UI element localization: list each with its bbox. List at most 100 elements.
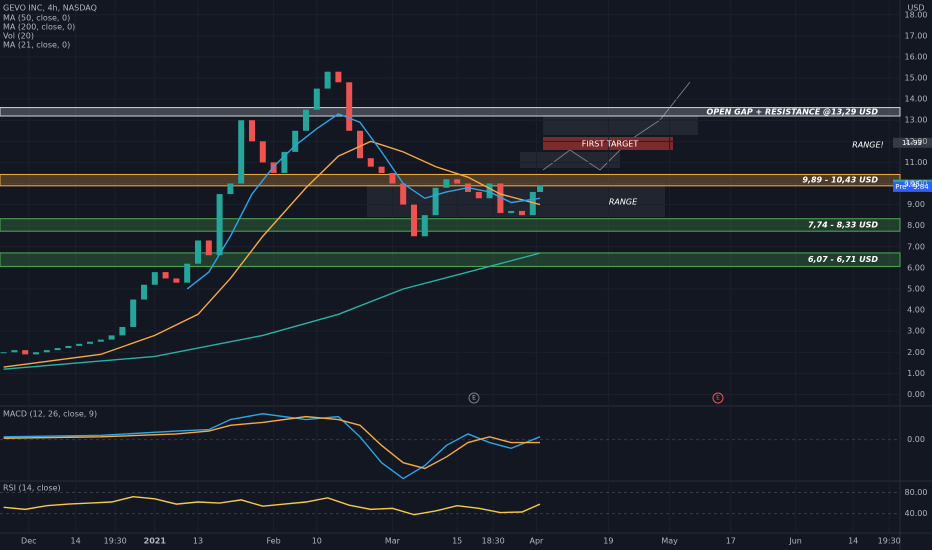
zone <box>0 107 901 117</box>
candle <box>292 130 299 152</box>
x-tick-label: 18:30 <box>482 537 505 546</box>
x-tick-label: 14 <box>71 537 81 546</box>
y-tick-label: 5.00 <box>907 284 925 293</box>
candle <box>54 348 61 351</box>
candle <box>421 215 428 237</box>
candle <box>346 82 353 131</box>
series-line <box>3 413 541 480</box>
annotation: RANGE <box>609 198 638 207</box>
candle <box>11 350 18 353</box>
candle <box>313 88 320 110</box>
candle <box>76 343 83 346</box>
x-tick-label: Apr <box>529 537 544 546</box>
y-tick-label: 8.00 <box>907 221 925 230</box>
zone-label: 6,07 - 6,71 USD <box>808 255 878 264</box>
x-tick-label: Jun <box>788 537 802 546</box>
y-tick-label: 9.00 <box>907 200 925 209</box>
series-line <box>186 113 541 290</box>
candle <box>400 183 407 205</box>
projection-path <box>542 81 691 171</box>
y-tick-label: 4.00 <box>907 306 925 315</box>
currency: USD <box>907 4 924 13</box>
candle <box>537 185 543 192</box>
y-tick-label: 2.00 <box>907 348 925 357</box>
y-tick-label: 10.00 <box>905 179 928 188</box>
x-tick-label: 13 <box>193 537 203 546</box>
zone-label: 7,74 - 8,33 USD <box>808 220 878 229</box>
legend-entry: MA (21, close, 0) <box>3 41 70 50</box>
x-tick-label: 19 <box>603 537 613 546</box>
y-tick-label: 14.00 <box>905 95 928 104</box>
candle <box>22 350 29 355</box>
zone-label: OPEN GAP + RESISTANCE @13,29 USD <box>707 107 879 116</box>
candle <box>303 109 309 131</box>
candle <box>227 183 234 195</box>
earnings-marker <box>712 392 724 404</box>
earnings-marker-label: E <box>716 395 720 402</box>
candle <box>497 183 504 214</box>
price-label-box <box>893 181 932 192</box>
candle <box>162 272 169 279</box>
annotation: FIRST TARGET <box>582 140 639 149</box>
candle <box>238 120 245 184</box>
projection-box <box>543 115 698 135</box>
legend-entry: Vol (20) <box>3 32 34 41</box>
candle <box>205 240 212 256</box>
candle <box>508 210 515 214</box>
candle <box>0 352 7 354</box>
candle <box>281 151 288 173</box>
annotation: RANGE! <box>852 141 883 150</box>
x-tick-label: Dec <box>21 537 36 546</box>
zone <box>0 252 901 267</box>
y-tick-label: 17.00 <box>905 31 928 40</box>
pane-title: MACD (12, 26, close, 9) <box>3 410 97 419</box>
candle <box>389 172 396 184</box>
candle <box>184 263 191 283</box>
y-tick-label: 3.00 <box>907 327 925 336</box>
legend-entry: MA (200, close, 0) <box>3 23 75 32</box>
price-label: 11.93 <box>902 139 922 147</box>
x-tick-label: 2021 <box>144 537 167 546</box>
zone <box>0 218 901 232</box>
candle <box>411 204 417 237</box>
x-tick-label: 10 <box>312 537 322 546</box>
candle <box>151 272 158 285</box>
series-line <box>3 140 541 368</box>
candle <box>141 284 147 300</box>
series-line <box>3 415 540 470</box>
candle <box>335 71 342 83</box>
y-tick-label: 18.00 <box>905 10 928 19</box>
candle <box>454 179 461 184</box>
x-tick-label: Mar <box>385 537 401 546</box>
y-tick-label: 7.00 <box>907 242 925 251</box>
x-tick-label: May <box>661 537 678 546</box>
candle <box>97 339 104 342</box>
candle <box>119 326 126 336</box>
zone <box>0 173 901 187</box>
x-tick-label: 17 <box>726 537 736 546</box>
candle <box>173 278 180 283</box>
price-label: Pre · 9.84 <box>895 183 929 191</box>
y-tick-label: 80.00 <box>905 488 928 497</box>
projection-box <box>520 152 620 168</box>
candle <box>216 194 223 256</box>
candle <box>519 210 525 216</box>
earnings-marker-label: E <box>472 395 476 402</box>
zone-label: 9,89 - 10,43 USD <box>802 176 878 185</box>
candle <box>33 352 39 355</box>
candle <box>443 179 450 188</box>
candle <box>65 345 72 349</box>
y-tick-label: 16.00 <box>905 52 928 61</box>
candle <box>195 240 201 264</box>
candle <box>324 71 331 89</box>
x-tick-label: 14 <box>848 537 858 546</box>
candle <box>486 183 493 199</box>
chart-title: GEVO INC, 4h, NASDAQ <box>3 4 97 13</box>
candle <box>367 158 374 167</box>
candle <box>432 187 439 216</box>
candle <box>378 166 385 173</box>
x-tick-label: 19:30 <box>104 537 127 546</box>
y-tick-label: 6.00 <box>907 263 925 272</box>
